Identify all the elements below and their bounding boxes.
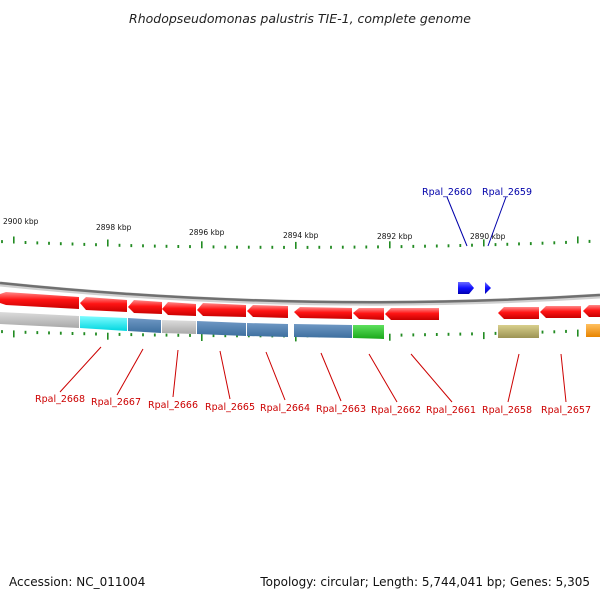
reverse-strand-genes xyxy=(458,282,491,294)
gene-labels-above: Rpal_2660 Rpal_2659 xyxy=(422,187,532,198)
feature-block-orange[interactable] xyxy=(586,324,600,337)
leader-line xyxy=(368,353,398,403)
gene-arrow-rpal-2665[interactable] xyxy=(197,303,246,317)
feature-block-steel[interactable] xyxy=(128,318,161,333)
gene-arrow-rpal-2659[interactable] xyxy=(485,282,491,294)
leader-line xyxy=(487,196,507,247)
scale-label: 2896 kbp xyxy=(189,228,225,237)
leader-line xyxy=(59,346,102,393)
gene-labels-below: Rpal_2668 Rpal_2667 Rpal_2666 Rpal_2665 … xyxy=(35,394,591,416)
feature-block-cyan[interactable] xyxy=(80,316,127,331)
feature-block-steel[interactable] xyxy=(197,321,246,336)
gene-label[interactable]: Rpal_2663 xyxy=(316,404,366,415)
gene-label-leaders xyxy=(59,346,567,403)
scale-label: 2898 kbp xyxy=(96,223,132,232)
scale-label: 2900 kbp xyxy=(3,217,39,226)
gene-label[interactable]: Rpal_2662 xyxy=(371,405,421,416)
gene-label[interactable]: Rpal_2667 xyxy=(91,397,141,408)
leader-line xyxy=(446,196,468,247)
gene-label[interactable]: Rpal_2666 xyxy=(148,400,198,411)
feature-block-steel[interactable] xyxy=(294,324,352,338)
genome-summary-text: Topology: circular; Length: 5,744,041 bp… xyxy=(259,575,590,589)
feature-block-steel[interactable] xyxy=(247,323,288,337)
gene-label[interactable]: Rpal_2661 xyxy=(426,405,476,416)
leader-line xyxy=(507,353,520,403)
feature-block-green[interactable] xyxy=(353,325,384,339)
accession-text: Accession: NC_011004 xyxy=(9,575,145,589)
leader-line xyxy=(219,350,231,400)
scale-label: 2890 kbp xyxy=(470,232,506,241)
scale-label: 2892 kbp xyxy=(377,232,413,241)
leader-line xyxy=(560,353,567,403)
feature-block-khaki[interactable] xyxy=(498,325,539,338)
feature-blocks xyxy=(0,312,600,339)
leader-line xyxy=(172,349,179,398)
gene-arrow-rpal-2660[interactable] xyxy=(458,282,474,294)
gene-label[interactable]: Rpal_2668 xyxy=(35,394,85,405)
gene-label[interactable]: Rpal_2657 xyxy=(541,405,591,416)
tick-marks-outer xyxy=(1,236,591,249)
gene-arrow-rpal-2665a[interactable] xyxy=(162,302,196,316)
gene-arrow-rpal-2657[interactable] xyxy=(540,306,581,318)
feature-block-gray[interactable] xyxy=(0,312,79,328)
gene-arrow-rpal-2667[interactable] xyxy=(80,297,127,312)
gene-label[interactable]: Rpal_2658 xyxy=(482,405,532,416)
leader-line xyxy=(320,352,342,402)
scale-labels: 2900 kbp 2898 kbp 2896 kbp 2894 kbp 2892… xyxy=(3,217,506,241)
gene-arrow-rpal-2668[interactable] xyxy=(0,292,79,309)
gene-arrow-rpal-2666[interactable] xyxy=(128,300,162,314)
forward-strand-genes xyxy=(0,292,600,320)
gene-label[interactable]: Rpal_2665 xyxy=(205,402,255,413)
gene-arrow-rpal-2658[interactable] xyxy=(498,307,539,319)
leader-line xyxy=(265,351,286,401)
gene-arrow-rpal-2661[interactable] xyxy=(385,308,439,320)
gene-label[interactable]: Rpal_2664 xyxy=(260,403,310,414)
gene-arrow-offscreen[interactable] xyxy=(583,305,600,317)
leader-line xyxy=(410,353,453,403)
gene-label-leaders-above xyxy=(446,196,507,247)
scale-label: 2894 kbp xyxy=(283,231,319,240)
gene-label[interactable]: Rpal_2660 xyxy=(422,187,472,198)
feature-block-gray[interactable] xyxy=(162,320,196,334)
gene-arrow-rpal-2664[interactable] xyxy=(247,305,288,318)
genome-backbone xyxy=(0,281,600,304)
gene-label[interactable]: Rpal_2659 xyxy=(482,187,532,198)
gene-arrow-rpal-2663[interactable] xyxy=(294,307,352,319)
gene-arrow-rpal-2662[interactable] xyxy=(353,308,384,320)
map-title: Rhodopseudomonas palustris TIE-1, comple… xyxy=(129,11,471,26)
leader-line xyxy=(116,348,144,396)
